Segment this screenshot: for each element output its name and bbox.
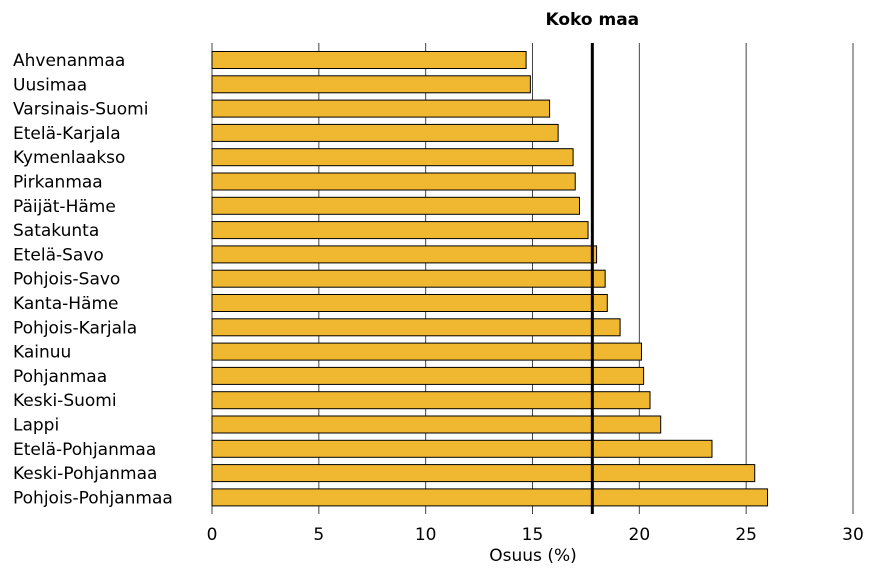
category-label: Etelä-Pohjanmaa <box>13 440 156 460</box>
category-label: Kanta-Häme <box>13 294 118 314</box>
category-label: Pohjanmaa <box>13 367 107 387</box>
bar <box>211 221 589 240</box>
bar <box>211 172 576 191</box>
bar <box>211 123 559 142</box>
category-label: Lappi <box>13 416 59 436</box>
category-label: Pohjois-Karjala <box>13 318 137 338</box>
category-label: Etelä-Savo <box>13 245 104 265</box>
category-label: Kainuu <box>13 343 71 363</box>
category-labels: Ahvenanmaa Uusimaa Varsinais-Suomi Etelä-Ka… <box>13 51 173 508</box>
bar <box>211 439 713 458</box>
x-tick-label: 15 <box>522 525 544 545</box>
x-tick-label: 30 <box>842 525 864 545</box>
x-tick-label: 5 <box>313 525 324 545</box>
bar <box>211 464 756 483</box>
bars <box>211 51 769 507</box>
category-label: Pirkanmaa <box>13 173 103 193</box>
x-tick-label: 20 <box>629 525 651 545</box>
bar <box>211 75 531 94</box>
category-label: Varsinais-Suomi <box>13 100 148 120</box>
x-tick-label: 25 <box>735 525 757 545</box>
bar <box>211 99 551 118</box>
category-label: Ahvenanmaa <box>13 51 125 71</box>
category-label: Etelä-Karjala <box>13 124 121 144</box>
x-tick-label: 10 <box>415 525 437 545</box>
category-label: Satakunta <box>13 221 99 241</box>
x-axis-title: Osuus (%) <box>489 546 576 566</box>
bar <box>211 366 645 385</box>
x-tick-labels: 0 5 10 15 20 25 30 <box>207 525 864 545</box>
x-tick-label: 0 <box>207 525 218 545</box>
bar <box>211 318 621 337</box>
bar <box>211 488 769 507</box>
bar <box>211 415 662 434</box>
category-label: Päijät-Häme <box>13 197 116 217</box>
category-label: Kymenlaakso <box>13 148 125 168</box>
category-label: Keski-Pohjanmaa <box>13 464 157 484</box>
category-label: Pohjois-Savo <box>13 270 120 290</box>
bar <box>211 245 598 264</box>
bar <box>211 391 651 410</box>
bar <box>211 342 642 361</box>
reference-line-label: Koko maa <box>545 10 639 30</box>
category-label: Keski-Suomi <box>13 391 117 411</box>
category-label: Uusimaa <box>13 75 87 95</box>
bar <box>211 51 527 69</box>
category-label: Pohjois-Pohjanmaa <box>13 488 173 508</box>
bar <box>211 269 606 288</box>
bar <box>211 294 608 312</box>
bar <box>211 196 581 215</box>
bar <box>211 148 574 167</box>
